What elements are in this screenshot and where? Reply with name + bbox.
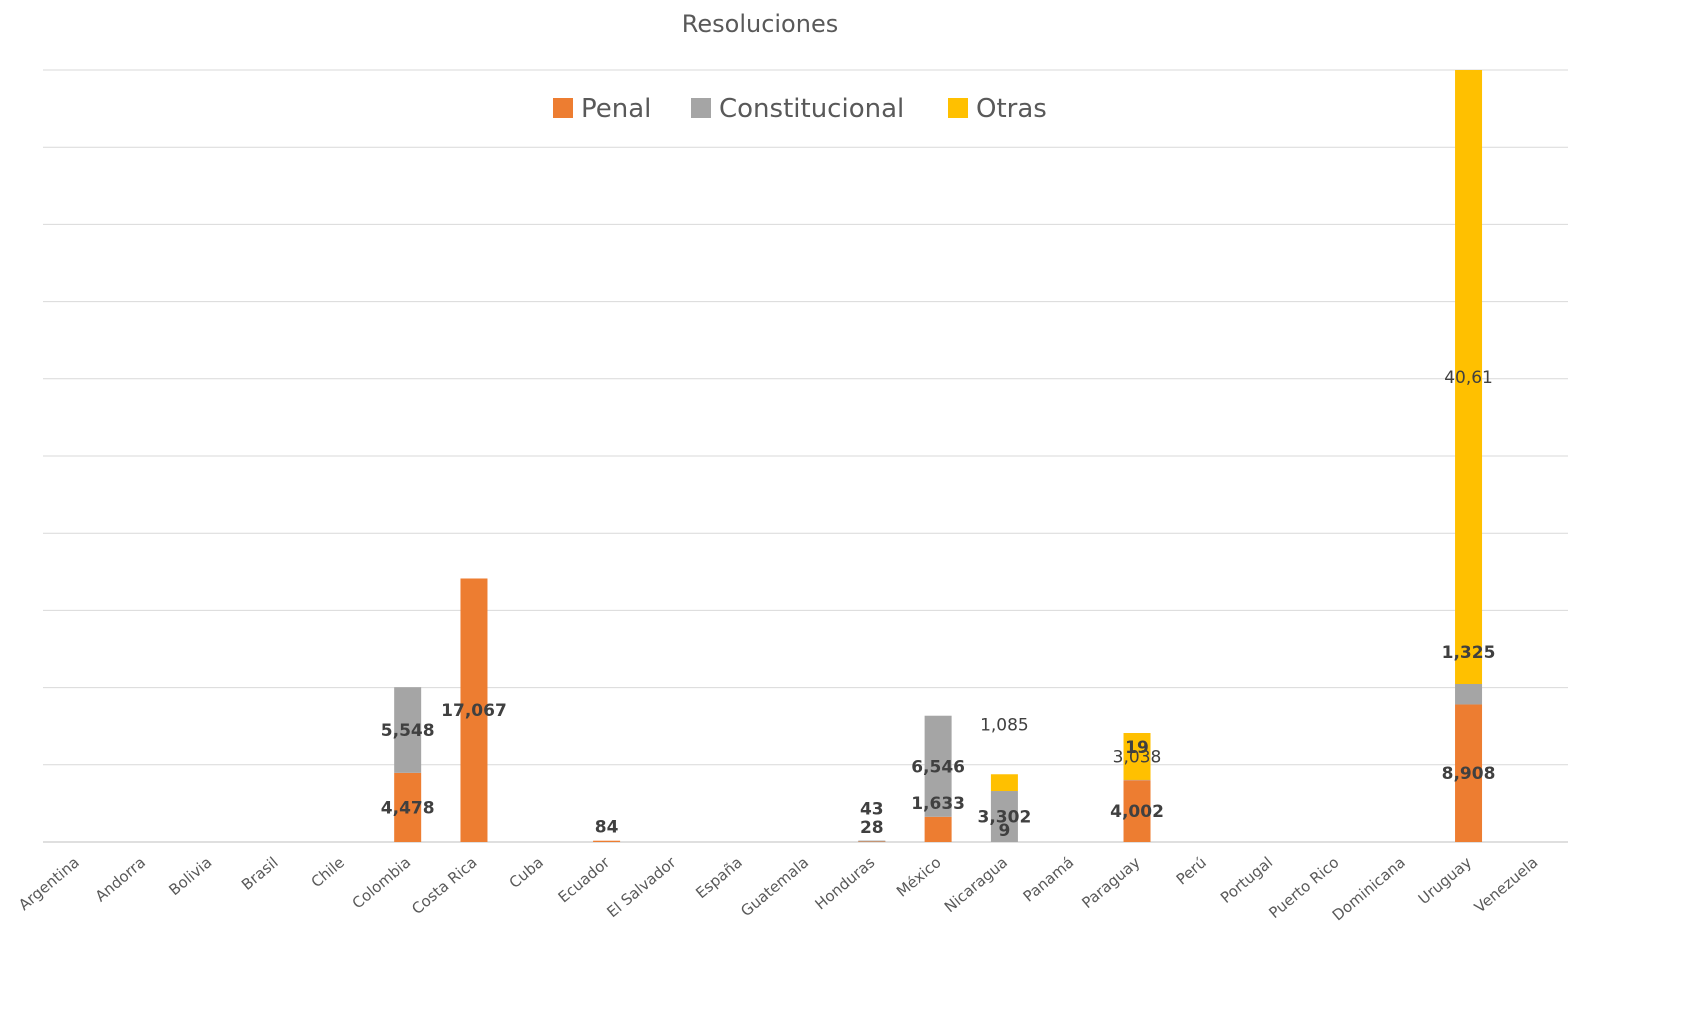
x-tick-label: Cuba [506, 853, 547, 892]
x-tick-label: Panamá [1020, 853, 1078, 905]
bar-penal-ecuador [593, 840, 621, 842]
x-tick-labels: Argentina Andorra Bolivia Brasil Chile Colomb… [15, 853, 1541, 925]
data-label: 9 [998, 821, 1010, 841]
x-tick-label: Chile [308, 853, 348, 891]
legend-item-constitucional: Constitucional [691, 94, 904, 124]
legend-label: Constitucional [719, 94, 904, 124]
x-tick-label: Ecuador [555, 853, 614, 907]
legend-label: Otras [976, 94, 1047, 124]
x-tick-label: Colombia [349, 853, 415, 912]
bar-otras-uruguay [1455, 70, 1483, 685]
x-tick-label: México [893, 853, 945, 900]
data-label: 3,302 [978, 808, 1032, 828]
x-tick-label: Argentina [15, 853, 83, 914]
x-tick-label: Honduras [812, 853, 879, 913]
x-tick-label: Portugal [1217, 853, 1276, 907]
bar-constitucional-méxico [924, 715, 952, 817]
bar-constitucional-uruguay [1455, 684, 1483, 705]
x-tick-label: Bolivia [165, 853, 215, 899]
data-label: 4,478 [381, 798, 435, 818]
legend-label: Penal [581, 94, 651, 124]
data-label: 5,548 [381, 721, 435, 741]
bar-constitucional-nicaragua [990, 791, 1018, 842]
bar-constitucional-colombia [394, 687, 422, 773]
x-tick-label: Brasil [238, 853, 282, 894]
x-tick-label: Nicaragua [941, 853, 1011, 916]
bar-otras-nicaragua [990, 774, 1018, 792]
legend-swatch [948, 98, 968, 118]
data-label: 8,908 [1442, 764, 1496, 784]
data-label: 3,038 [1113, 747, 1162, 767]
data-label: 6,546 [911, 757, 965, 777]
data-label: 1,325 [1442, 643, 1496, 663]
data-label: 1,085 [980, 715, 1029, 735]
x-tick-label: Uruguay [1415, 853, 1475, 908]
data-label: 43 [860, 800, 884, 820]
bar-penal-méxico [924, 816, 952, 842]
bar-penal-costa-rica [460, 578, 488, 842]
x-tick-label: Perú [1173, 853, 1210, 888]
gridlines [43, 69, 1568, 843]
data-label: 28 [860, 818, 884, 838]
data-label: 40,61 [1444, 368, 1493, 388]
data-label: 17,067 [441, 701, 507, 721]
bar-penal-colombia [394, 772, 422, 842]
x-tick-label: El Salvador [603, 853, 680, 921]
bar-penal-uruguay [1455, 704, 1483, 842]
x-tick-label: España [692, 853, 745, 902]
data-label: 84 [595, 818, 619, 838]
data-label: 4,002 [1110, 802, 1164, 822]
legend-swatch [553, 98, 573, 118]
data-label: 19 [1125, 738, 1149, 758]
x-tick-label: Paraguay [1078, 853, 1143, 912]
legend-item-penal: Penal [553, 94, 651, 124]
x-tick-label: Venezuela [1471, 853, 1542, 916]
data-label: 1,633 [911, 794, 965, 814]
x-tick-label: Dominicana [1329, 853, 1409, 924]
bar-constitucional-honduras [858, 840, 886, 842]
chart-title: Resoluciones [682, 10, 838, 38]
bar-otras-paraguay [1123, 733, 1151, 780]
legend: Penal Constitucional Otras [553, 94, 1047, 124]
x-tick-label: Costa Rica [408, 853, 480, 918]
x-tick-label: Andorra [92, 853, 149, 905]
legend-swatch [691, 98, 711, 118]
bar-penal-paraguay [1123, 780, 1151, 842]
bars [394, 70, 1483, 842]
x-tick-label: Guatemala [737, 853, 812, 920]
legend-item-otras: Otras [948, 94, 1047, 124]
